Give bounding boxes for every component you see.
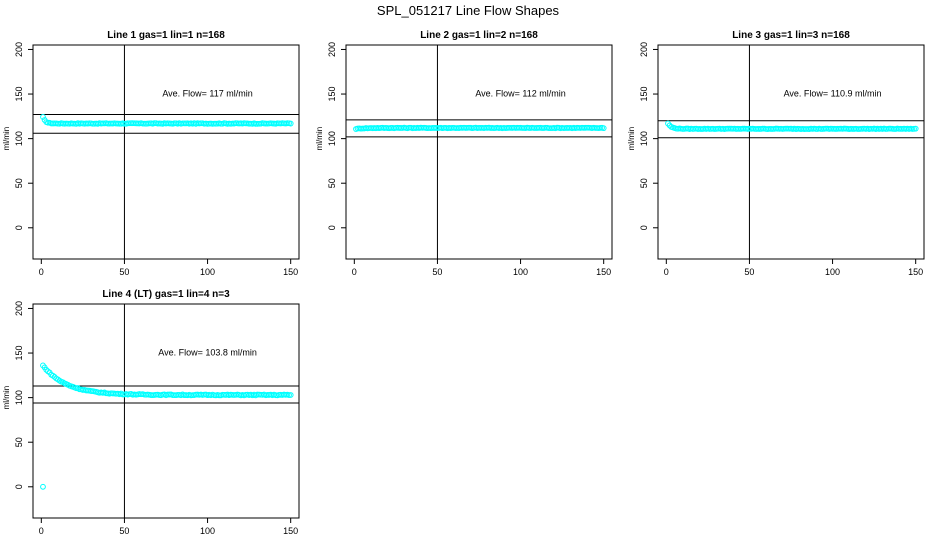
- y-tick-label: 50: [327, 178, 337, 188]
- data-point: [287, 120, 294, 127]
- ave-flow-annotation: Ave. Flow= 110.9 ml/min: [784, 89, 882, 99]
- y-tick-label: 100: [14, 131, 24, 146]
- x-tick-label: 50: [119, 526, 129, 536]
- y-tick-label: 0: [14, 484, 24, 489]
- y-tick-label: 150: [14, 346, 24, 361]
- y-tick-label: 200: [639, 42, 649, 57]
- x-tick-label: 100: [513, 267, 528, 277]
- x-tick-label: 150: [596, 267, 611, 277]
- y-tick-label: 100: [14, 390, 24, 405]
- chart-title: Line 2 gas=1 lin=2 n=168: [420, 30, 538, 41]
- plot-frame: [657, 44, 925, 260]
- y-tick-label: 0: [14, 225, 24, 230]
- x-tick-label: 50: [432, 267, 442, 277]
- ave-flow-annotation: Ave. Flow= 103.8 ml/min: [158, 348, 257, 358]
- y-tick-label: 150: [639, 87, 649, 102]
- x-tick-label: 150: [908, 267, 923, 277]
- y-tick-label: 150: [327, 87, 337, 102]
- x-tick-label: 100: [200, 267, 215, 277]
- y-tick-label: 50: [639, 178, 649, 188]
- y-tick-label: 50: [14, 437, 24, 447]
- x-tick-label: 150: [283, 267, 298, 277]
- y-tick-label: 0: [327, 225, 337, 230]
- y-tick-label: 100: [327, 131, 337, 146]
- y-tick-label: 150: [14, 87, 24, 102]
- page-title: SPL_051217 Line Flow Shapes: [377, 3, 560, 18]
- x-tick-label: 0: [39, 526, 44, 536]
- y-tick-label: 0: [639, 225, 649, 230]
- plot-frame: [32, 44, 300, 260]
- data-point: [600, 125, 607, 132]
- data-point: [40, 114, 46, 120]
- chart-panel-4: Line 4 (LT) gas=1 lin=4 n=3 0 50 100 150 0 50 1…: [2, 289, 300, 536]
- x-tick-label: 0: [664, 267, 669, 277]
- plot-frame: [345, 44, 613, 260]
- data-point: [40, 483, 46, 490]
- y-axis-label: ml/min: [2, 386, 11, 410]
- plot-frame: [32, 303, 300, 519]
- data-point: [912, 125, 919, 132]
- chart-title: Line 3 gas=1 lin=3 n=168: [732, 30, 850, 41]
- x-tick-label: 100: [200, 526, 215, 536]
- y-tick-label: 200: [14, 42, 24, 57]
- x-tick-label: 150: [283, 526, 298, 536]
- chart-panel-2: Line 2 gas=1 lin=2 n=168 0 50 100 150 0 50 100 1…: [315, 30, 613, 277]
- x-tick-label: 50: [744, 267, 754, 277]
- x-tick-label: 0: [352, 267, 357, 277]
- y-tick-label: 200: [327, 42, 337, 57]
- x-tick-label: 100: [825, 267, 840, 277]
- chart-panel-1: Line 1 gas=1 lin=1 n=168 0 50 100 150 0 50 100 1…: [2, 30, 300, 277]
- data-point: [287, 392, 294, 398]
- x-tick-label: 50: [119, 267, 129, 277]
- ave-flow-annotation: Ave. Flow= 112 ml/min: [475, 89, 565, 99]
- chart-panel-3: Line 3 gas=1 lin=3 n=168 0 50 100 150 0 50 100 1…: [627, 30, 925, 277]
- chart-title: Line 1 gas=1 lin=1 n=168: [107, 30, 225, 41]
- y-tick-label: 200: [14, 301, 24, 316]
- y-axis-label: ml/min: [627, 127, 636, 151]
- y-tick-label: 50: [14, 178, 24, 188]
- y-tick-label: 100: [639, 131, 649, 146]
- y-axis-label: ml/min: [2, 127, 11, 151]
- ave-flow-annotation: Ave. Flow= 117 ml/min: [162, 89, 252, 99]
- x-tick-label: 0: [39, 267, 44, 277]
- y-axis-label: ml/min: [315, 127, 324, 151]
- chart-title: Line 4 (LT) gas=1 lin=4 n=3: [102, 289, 230, 300]
